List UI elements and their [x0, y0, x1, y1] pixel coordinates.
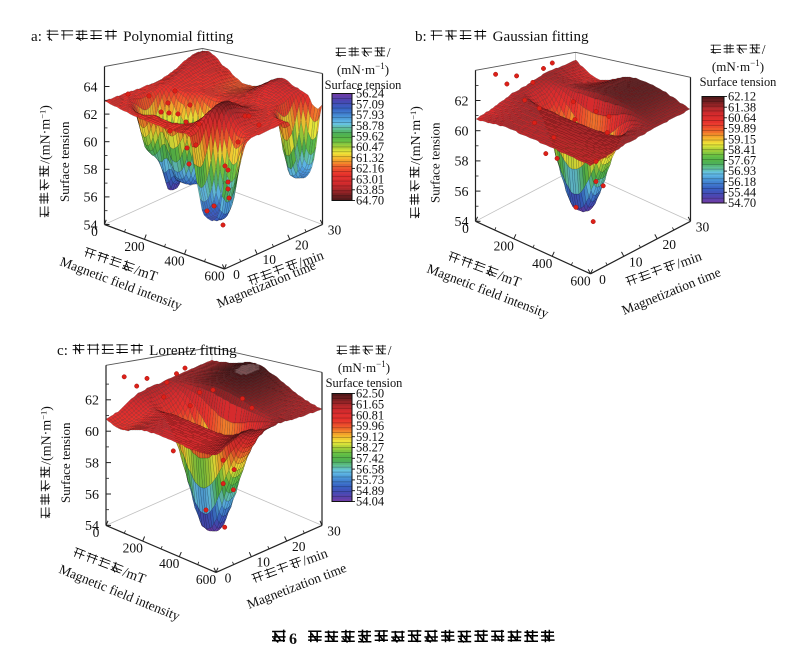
svg-text:400: 400 — [532, 256, 553, 271]
svg-text:59.96: 59.96 — [356, 419, 384, 433]
svg-text:55.73: 55.73 — [356, 473, 384, 487]
svg-text:62: 62 — [84, 108, 98, 123]
svg-text:20: 20 — [662, 237, 676, 252]
svg-text:63.01: 63.01 — [356, 172, 384, 186]
svg-text:60.81: 60.81 — [356, 408, 384, 422]
svg-text:a:: a: — [31, 29, 42, 45]
svg-text:10: 10 — [262, 252, 276, 267]
svg-text:59.62: 59.62 — [356, 130, 384, 144]
svg-text:60.47: 60.47 — [356, 140, 384, 154]
svg-text:0: 0 — [93, 525, 100, 540]
svg-text:58: 58 — [455, 155, 469, 170]
svg-text:62.16: 62.16 — [356, 162, 384, 176]
svg-text:Surface tension: Surface tension — [58, 422, 73, 503]
svg-text:56.93: 56.93 — [728, 164, 756, 178]
svg-text:54: 54 — [455, 215, 469, 230]
svg-text:61.38: 61.38 — [728, 100, 756, 114]
svg-text:200: 200 — [124, 239, 145, 254]
svg-text:/: / — [387, 45, 391, 60]
svg-text:20: 20 — [295, 237, 309, 252]
svg-text:62.50: 62.50 — [356, 387, 384, 401]
svg-text:200: 200 — [494, 238, 515, 253]
svg-text:62: 62 — [85, 394, 99, 409]
svg-text:20: 20 — [292, 539, 306, 554]
svg-text:64: 64 — [84, 80, 98, 95]
svg-text:58: 58 — [84, 163, 98, 178]
svg-text:62: 62 — [455, 94, 469, 109]
svg-text:60: 60 — [85, 425, 99, 440]
svg-text:Surface tension: Surface tension — [700, 75, 777, 89]
svg-text:b:: b: — [415, 29, 427, 45]
svg-text:57.67: 57.67 — [728, 154, 756, 168]
svg-text:64.70: 64.70 — [356, 194, 384, 208]
svg-text:c:: c: — [57, 343, 68, 359]
svg-text:10: 10 — [629, 254, 643, 269]
svg-text:30: 30 — [327, 523, 341, 538]
svg-text:/(mN·m−1): /(mN·m−1) — [38, 105, 54, 164]
svg-text:57.42: 57.42 — [356, 452, 384, 466]
svg-text:10: 10 — [257, 555, 271, 570]
svg-text:56: 56 — [85, 488, 99, 503]
svg-text:62.12: 62.12 — [728, 90, 756, 104]
svg-text:59.15: 59.15 — [728, 132, 756, 146]
svg-text:58.78: 58.78 — [356, 119, 384, 133]
svg-text:/(mN·m−1): /(mN·m−1) — [39, 406, 55, 465]
svg-text:0: 0 — [599, 272, 606, 287]
svg-text:61.32: 61.32 — [356, 151, 384, 165]
svg-text:55.44: 55.44 — [728, 186, 757, 200]
svg-text:0: 0 — [233, 267, 240, 282]
svg-text:54.04: 54.04 — [356, 495, 385, 509]
svg-text:61.65: 61.65 — [356, 398, 384, 412]
svg-text:0: 0 — [91, 224, 98, 239]
svg-text:6: 6 — [289, 631, 297, 648]
svg-text:58: 58 — [85, 456, 99, 471]
svg-text:0: 0 — [462, 221, 469, 236]
svg-text:200: 200 — [123, 541, 144, 556]
svg-text:600: 600 — [570, 273, 591, 288]
svg-text:30: 30 — [328, 223, 342, 238]
svg-text:56: 56 — [84, 191, 98, 206]
svg-text:59.89: 59.89 — [728, 122, 756, 136]
svg-text:60: 60 — [84, 136, 98, 151]
svg-text:54: 54 — [85, 519, 99, 534]
svg-text:56.58: 56.58 — [356, 462, 384, 476]
svg-text:30: 30 — [696, 219, 710, 234]
svg-text:59.12: 59.12 — [356, 430, 384, 444]
svg-text:56.18: 56.18 — [728, 175, 756, 189]
svg-text:58.41: 58.41 — [728, 143, 756, 157]
svg-text:57.93: 57.93 — [356, 108, 384, 122]
svg-text:/mT: /mT — [132, 263, 159, 285]
svg-text:400: 400 — [159, 556, 180, 571]
svg-text:Polynomial fitting: Polynomial fitting — [123, 29, 234, 45]
svg-text:Surface tension: Surface tension — [428, 122, 443, 203]
svg-text:400: 400 — [164, 254, 185, 269]
svg-text:600: 600 — [204, 269, 225, 284]
svg-text:56.24: 56.24 — [356, 87, 385, 101]
svg-text:Surface tension: Surface tension — [326, 376, 403, 390]
svg-text:60: 60 — [455, 125, 469, 140]
svg-text:60.64: 60.64 — [728, 111, 757, 125]
svg-text:Surface tension: Surface tension — [57, 121, 72, 202]
svg-text:54.89: 54.89 — [356, 484, 384, 498]
svg-text:57.09: 57.09 — [356, 97, 384, 111]
svg-text:56: 56 — [455, 185, 469, 200]
svg-text:54: 54 — [84, 218, 98, 233]
svg-text:/: / — [388, 343, 392, 358]
svg-text:/: / — [762, 42, 766, 57]
svg-text:Surface tension: Surface tension — [325, 78, 402, 92]
svg-text:0: 0 — [225, 570, 232, 585]
svg-text:58.27: 58.27 — [356, 441, 384, 455]
svg-text:Lorentz fitting: Lorentz fitting — [149, 343, 237, 359]
svg-text:54.70: 54.70 — [728, 196, 756, 210]
svg-text:600: 600 — [196, 572, 217, 587]
svg-text:Gaussian fitting: Gaussian fitting — [493, 29, 589, 45]
svg-text:/(mN·m−1): /(mN·m−1) — [408, 106, 424, 165]
svg-text:63.85: 63.85 — [356, 183, 384, 197]
